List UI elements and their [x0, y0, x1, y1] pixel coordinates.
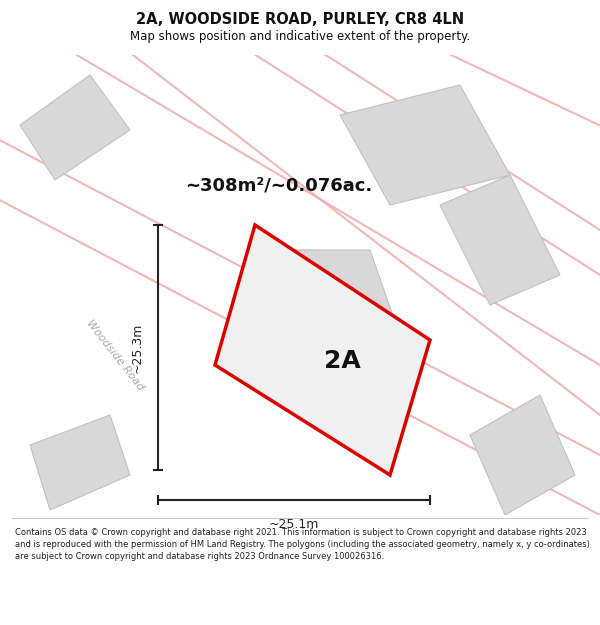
Text: 2A: 2A [324, 349, 361, 373]
Polygon shape [20, 75, 130, 180]
Polygon shape [30, 415, 130, 510]
Text: Contains OS data © Crown copyright and database right 2021. This information is : Contains OS data © Crown copyright and d… [15, 528, 590, 561]
Polygon shape [340, 85, 510, 205]
Text: 2A, WOODSIDE ROAD, PURLEY, CR8 4LN: 2A, WOODSIDE ROAD, PURLEY, CR8 4LN [136, 12, 464, 27]
Polygon shape [275, 250, 410, 370]
Polygon shape [215, 225, 430, 475]
Text: ~25.1m: ~25.1m [269, 518, 319, 531]
Polygon shape [440, 175, 560, 305]
Text: ~308m²/~0.076ac.: ~308m²/~0.076ac. [185, 176, 372, 194]
Text: ~25.3m: ~25.3m [131, 322, 144, 372]
Polygon shape [470, 395, 575, 515]
Text: Map shows position and indicative extent of the property.: Map shows position and indicative extent… [130, 30, 470, 43]
Text: Woodside Road: Woodside Road [85, 318, 146, 392]
